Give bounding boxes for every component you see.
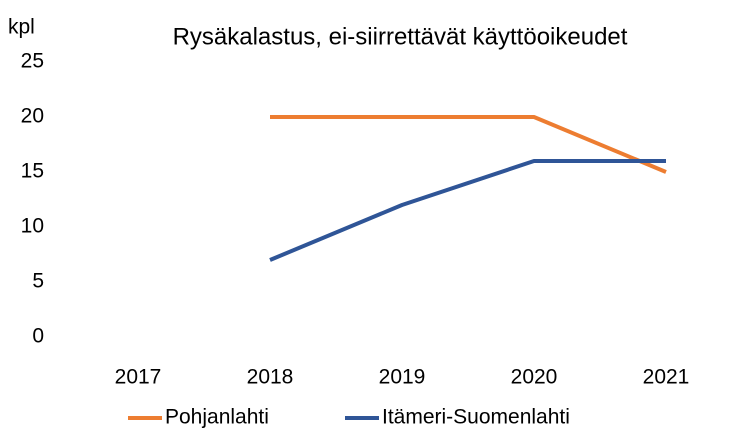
chart-title: Rysäkalastus, ei-siirrettävät käyttöoike… — [173, 23, 628, 50]
y-tick-label: 25 — [21, 50, 44, 73]
legend-label: Itämeri-Suomenlahti — [382, 406, 570, 429]
x-tick-label: 2020 — [511, 366, 558, 389]
x-tick-label: 2021 — [643, 366, 690, 389]
x-tick-label: 2017 — [115, 366, 162, 389]
y-tick-label: 0 — [32, 325, 44, 348]
y-tick-label: 10 — [21, 215, 44, 238]
y-tick-label: 5 — [32, 270, 44, 293]
data-line — [269, 159, 666, 262]
x-tick-label: 2018 — [247, 366, 294, 389]
y-tick-label: 20 — [21, 105, 44, 128]
data-line — [270, 115, 667, 174]
legend-label: Pohjanlahti — [165, 406, 269, 429]
y-axis-label: kpl — [8, 16, 35, 39]
y-tick-label: 15 — [21, 160, 44, 183]
x-tick-label: 2019 — [379, 366, 426, 389]
